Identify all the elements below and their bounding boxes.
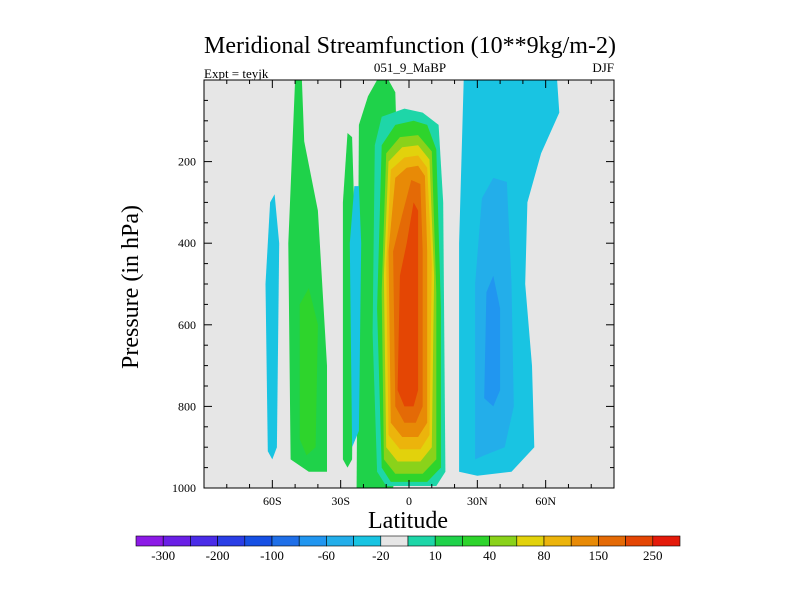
center-label: 051_9_MaBP: [374, 60, 446, 75]
colorbar-swatch: [516, 535, 545, 547]
colorbar-swatch: [380, 535, 409, 547]
x-axis-label: Latitude: [368, 508, 448, 534]
colorbar-swatch: [570, 535, 599, 547]
colorbar-swatch: [244, 535, 273, 547]
colorbar-swatch: [489, 535, 518, 547]
colorbar-swatch: [326, 535, 354, 547]
colorbar-label: -200: [206, 548, 230, 563]
contour-region-sh-cell-40-10: [288, 80, 327, 472]
contour-region-sh-cell-40-20: [299, 288, 318, 456]
colorbar-swatch: [462, 535, 490, 547]
colorbar-label: 10: [429, 548, 442, 563]
colorbar-label: -60: [318, 548, 335, 563]
colorbar-label: 250: [643, 548, 663, 563]
x-tick-label: 0: [406, 494, 412, 508]
y-tick-label: 800: [178, 399, 196, 413]
colorbar-swatch: [298, 535, 327, 547]
colorbar-swatch: [652, 535, 681, 547]
contour-region-nh-ferrel-neg-60: [484, 275, 501, 407]
colorbar-swatch: [217, 535, 246, 547]
y-tick-label: 200: [178, 155, 196, 169]
colorbar-swatch: [407, 535, 436, 547]
colorbar-label: -100: [260, 548, 284, 563]
colorbar-swatch: [135, 535, 164, 547]
colorbar-swatch: [543, 535, 572, 547]
colorbar-swatch: [625, 535, 654, 547]
colorbar-label: 40: [483, 548, 496, 563]
x-tick-label: 60S: [263, 494, 282, 508]
season-label: DJF: [592, 60, 614, 75]
contour-region-hadley-250: [397, 202, 419, 407]
chart-title: Meridional Streamfunction (10**9kg/m-2): [204, 33, 616, 59]
colorbar-label: 80: [538, 548, 551, 563]
x-axis-ticks: 60S 30S 0 30N 60N: [203, 80, 615, 508]
colorbar-label: -20: [372, 548, 389, 563]
x-tick-label: 60N: [535, 494, 556, 508]
colorbar-swatch: [598, 535, 626, 547]
y-tick-label: 1000: [172, 481, 196, 495]
colorbar-swatch: [271, 535, 300, 547]
colorbar: -300 -200 -100 -60 -20 10 40 80 150 250: [135, 535, 681, 563]
experiment-label: Expt = teyjk: [204, 66, 269, 81]
y-axis-ticks: 200 400 600 800 1000: [172, 79, 614, 495]
contour-region-sh-subtrop-neg: [349, 186, 362, 448]
colorbar-label: -300: [151, 548, 175, 563]
y-tick-label: 400: [178, 236, 196, 250]
colorbar-label: 150: [589, 548, 609, 563]
colorbar-swatch: [353, 535, 382, 547]
y-axis-label: Pressure (in hPa): [118, 205, 144, 369]
colorbar-swatch: [434, 535, 463, 547]
x-tick-label: 30S: [331, 494, 350, 508]
colorbar-swatch: [162, 535, 191, 547]
x-tick-label: 30N: [467, 494, 488, 508]
contour-fills: [265, 80, 560, 488]
colorbar-swatch: [190, 535, 218, 547]
y-tick-label: 600: [178, 318, 196, 332]
contour-region-sh-polar-neg: [265, 194, 280, 460]
